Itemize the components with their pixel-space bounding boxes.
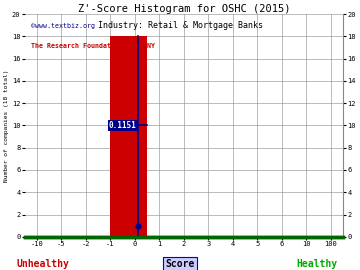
Text: Healthy: Healthy — [296, 259, 337, 269]
Bar — [111, 36, 147, 237]
Text: Unhealthy: Unhealthy — [17, 259, 69, 269]
Y-axis label: Number of companies (18 total): Number of companies (18 total) — [4, 69, 9, 182]
Text: Industry: Retail & Mortgage Banks: Industry: Retail & Mortgage Banks — [98, 21, 262, 30]
Text: Score: Score — [165, 259, 195, 269]
Text: The Research Foundation of SUNY: The Research Foundation of SUNY — [31, 43, 155, 49]
Title: Z'-Score Histogram for OSHC (2015): Z'-Score Histogram for OSHC (2015) — [78, 4, 290, 14]
Text: ©www.textbiz.org: ©www.textbiz.org — [31, 23, 95, 29]
Text: 0.1151: 0.1151 — [109, 121, 136, 130]
